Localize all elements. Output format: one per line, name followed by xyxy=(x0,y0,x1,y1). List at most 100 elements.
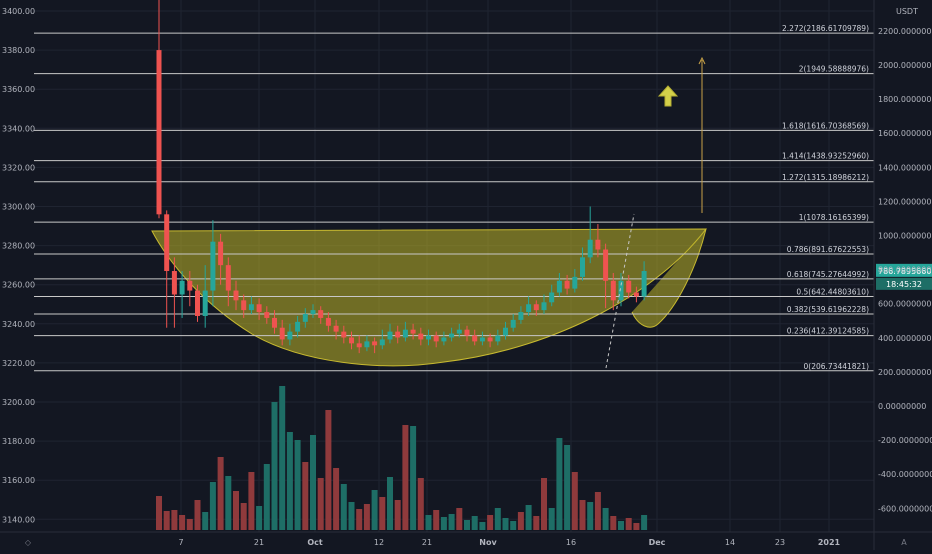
candle-body xyxy=(195,290,200,316)
countdown-badge-box xyxy=(876,277,932,290)
volume-bar xyxy=(541,478,547,530)
candle-body xyxy=(603,249,609,281)
candle-body xyxy=(295,321,301,332)
right-axis-tick-label: 1200.00000000 xyxy=(878,197,932,206)
candle-body xyxy=(379,339,385,346)
volume-bar xyxy=(494,508,501,530)
candle-body xyxy=(395,331,401,338)
volume-bar xyxy=(548,508,555,530)
candle-body xyxy=(572,276,578,289)
candle-body xyxy=(479,337,485,342)
x-axis-tick-label: 23 xyxy=(775,538,785,547)
right-axis-tick-label: -400.00000000 xyxy=(878,470,932,479)
candle-body xyxy=(241,300,247,311)
fib-level-label: 1(1078.16165399) xyxy=(799,213,869,222)
candle-body xyxy=(225,265,231,291)
fib-level-label: 1.414(1438.93252960) xyxy=(782,152,869,161)
candle-body xyxy=(610,280,616,301)
volume-bar xyxy=(271,402,278,530)
candle-body xyxy=(287,331,293,340)
candle-body xyxy=(279,327,285,340)
fib-level-label: 0.786(891.67622553) xyxy=(787,245,869,254)
countdown-badge-value: 18:45:32 xyxy=(886,280,922,289)
candle-body xyxy=(210,241,216,291)
volume-bar xyxy=(410,426,417,530)
volume-bar xyxy=(456,508,463,530)
candle-body xyxy=(248,304,254,311)
volume-bar xyxy=(633,523,640,530)
volume-bar xyxy=(602,508,609,530)
right-axis-tick-label: 2000.00000000 xyxy=(878,61,932,70)
x-axis-tick-label: 14 xyxy=(725,538,735,547)
volume-bar xyxy=(525,505,532,530)
cup-shape xyxy=(151,228,708,367)
right-axis-tick-label: 200.00000000 xyxy=(878,368,932,377)
right-axis-tick-label: 1800.00000000 xyxy=(878,95,932,104)
left-axis-tick-label: 3300.00 xyxy=(2,203,35,212)
volume-bar xyxy=(379,497,386,530)
candle-body xyxy=(441,337,447,342)
up-arrow-icon xyxy=(657,85,679,107)
right-axis-tick-label: 600.00000000 xyxy=(878,300,932,309)
candle-body xyxy=(364,341,370,348)
volume-bar xyxy=(233,491,239,530)
auto-scale-icon: A xyxy=(901,538,907,547)
candle-body xyxy=(510,319,516,328)
left-axis-tick-label: 3240.00 xyxy=(2,320,35,329)
candle-body xyxy=(318,310,324,318)
volume-bar xyxy=(279,386,286,530)
right-axis-tick-label: 400.00000000 xyxy=(878,334,932,343)
candle-body xyxy=(218,241,224,266)
volume-bars xyxy=(156,386,648,530)
volume-bar xyxy=(571,472,578,530)
right-axis-tick-label: 1000.00000000 xyxy=(878,232,932,241)
candle-body xyxy=(418,333,424,340)
volume-bar xyxy=(440,517,447,530)
x-axis-tick-label: 2021 xyxy=(818,538,841,547)
volume-bar xyxy=(464,520,470,530)
volume-bar xyxy=(417,478,424,530)
candle-body xyxy=(187,280,193,291)
volume-bar xyxy=(533,516,540,530)
candle-body xyxy=(533,304,539,311)
volume-bar xyxy=(333,468,340,530)
volume-bar xyxy=(387,477,393,530)
candle-body xyxy=(541,302,547,311)
candle-body xyxy=(433,335,439,342)
fib-level-label: 1.272(1315.18986212) xyxy=(782,173,869,182)
candle-body xyxy=(410,329,416,334)
volume-bar xyxy=(286,432,293,530)
volume-bar xyxy=(471,516,478,530)
candle-body xyxy=(472,335,478,342)
x-axis-tick-label: 21 xyxy=(254,538,264,547)
volume-bar xyxy=(479,522,486,530)
volume-bar xyxy=(256,506,263,530)
candle-body xyxy=(233,290,239,301)
left-axis-tick-label: 3320.00 xyxy=(2,163,35,172)
candle-body xyxy=(518,312,524,320)
volume-bar xyxy=(433,510,440,530)
volume-bar xyxy=(402,425,409,530)
price-badge-value: 786.78956605 xyxy=(878,267,932,276)
candle-body xyxy=(641,271,647,297)
volume-bar xyxy=(263,464,270,530)
candle-body xyxy=(449,333,455,338)
volume-bar xyxy=(425,515,432,530)
left-axis-tick-label: 3200.00 xyxy=(2,398,35,407)
price-badge-box xyxy=(876,263,932,277)
right-axis-unit-label: USDT xyxy=(896,7,918,16)
left-axis-tick-label: 3140.00 xyxy=(2,515,35,524)
volume-bar xyxy=(502,518,509,530)
left-axis-tick-label: 3160.00 xyxy=(2,476,35,485)
volume-bar xyxy=(625,518,632,530)
candle-body xyxy=(549,292,555,303)
fib-level-label: 0.5(642.44803610) xyxy=(796,287,869,296)
volume-bar xyxy=(163,511,170,530)
left-axis-tick-label: 3360.00 xyxy=(2,85,35,94)
candle-body xyxy=(526,304,532,313)
candle-body xyxy=(164,214,170,272)
fib-level-label: 1.618(1616.70368569) xyxy=(782,121,869,130)
volume-bar xyxy=(610,516,617,530)
